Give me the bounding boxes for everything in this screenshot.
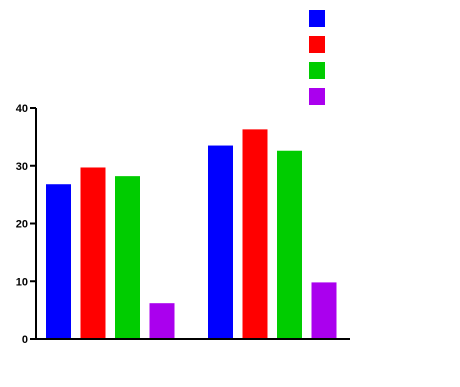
y-tick-label: 0 — [22, 334, 28, 346]
y-tick-label: 30 — [16, 161, 28, 173]
y-tick-label: 40 — [16, 103, 28, 115]
legend-swatch — [309, 36, 325, 53]
bar-0-3 — [149, 303, 175, 339]
bars — [46, 129, 337, 339]
legend — [309, 10, 325, 105]
legend-swatch — [309, 62, 325, 79]
bar-0-0 — [46, 184, 71, 339]
bar-1-0 — [208, 145, 233, 339]
legend-swatch — [309, 88, 325, 105]
y-tick-label: 10 — [16, 276, 28, 288]
bar-0-1 — [80, 167, 106, 339]
legend-swatch — [309, 10, 325, 27]
bar-0-2 — [115, 176, 140, 339]
y-tick-label: 20 — [16, 219, 28, 231]
bar-1-1 — [242, 129, 268, 339]
bar-1-3 — [311, 282, 337, 339]
bar-1-2 — [277, 150, 302, 339]
y-axis: 0 10 20 30 40 — [16, 103, 37, 346]
